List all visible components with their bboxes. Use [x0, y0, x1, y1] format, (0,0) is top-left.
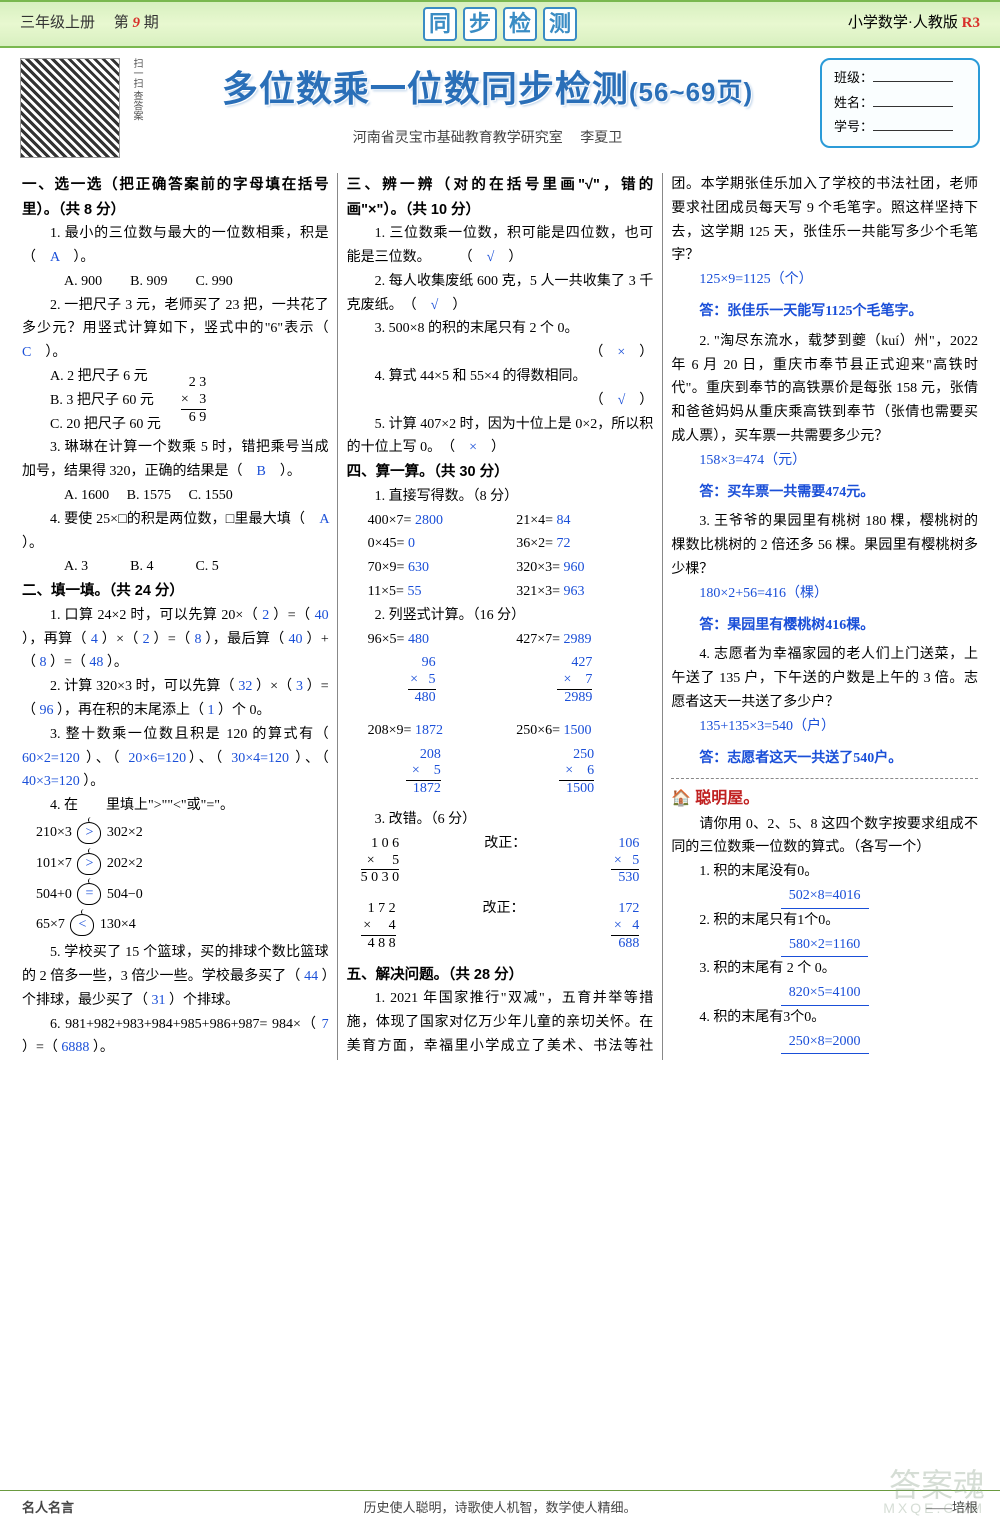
s5-a1-calc: 125×9=1125（个）	[671, 268, 978, 292]
s1-q1: 1. 最小的三位数与最大的一位数相乘，积是（ A ）。	[22, 222, 329, 270]
s3-q4: 4. 算式 44×5 和 55×4 的得数相同。（ √ ）	[347, 365, 654, 413]
s5-a2-calc: 158×3=474（元）	[671, 449, 978, 473]
s5-a4: 答：志愿者这天一共送了540户。	[671, 747, 978, 771]
footer-right: ——培根	[778, 1497, 978, 1519]
issue-number: 9	[133, 15, 141, 31]
smart-q1: 1. 积的末尾没有0。	[671, 860, 978, 884]
edition-code: R3	[962, 15, 980, 31]
info-id: 学号：	[834, 115, 966, 140]
s3-q3: 3. 500×8 的积的末尾只有 2 个 0。（ × ）	[347, 317, 654, 365]
s5-a2: 答：买车票一共需要474元。	[671, 481, 978, 505]
s3-q5: 5. 计算 407×2 时，因为十位上是 0×2，所以积的十位上写 0。 （ ×…	[347, 413, 654, 461]
s1-q4: 4. 要使 25×□的积是两位数，□里最大填（ A ）。	[22, 508, 329, 556]
s4-v1-calcs: 96× 5 480 427× 7 2989	[347, 651, 654, 710]
s4-err1: 1 0 6× 55 0 3 0 改正： 106× 5 530	[347, 832, 654, 891]
s5-a4-calc: 135+135×3=540（户）	[671, 715, 978, 739]
s2-q4-compares: 210×3 > 302×2 101×7 > 202×2 504+0 = 504−…	[22, 818, 329, 941]
qr-code	[20, 58, 120, 158]
grade-label: 三年级上册	[20, 15, 95, 31]
s1-q4-opts: A. 3 B. 4 C. 5	[22, 555, 329, 579]
s4-p1: 1. 直接写得数。（8 分）	[347, 485, 654, 509]
s1-q3-opts: A. 1600 B. 1575 C. 1550	[22, 484, 329, 508]
title-area: 扫一扫 查答案 多位数乘一位数同步检测(56~69页) 河南省灵宝市基础教育教学…	[0, 48, 1000, 163]
issue-prefix: 第	[114, 15, 129, 31]
s1-q2-vertcalc: 2 3 × 3 6 9	[181, 375, 206, 426]
s2-q6: 6. 981+982+983+984+985+986+987= 984×（ 7 …	[22, 1013, 329, 1061]
smart-box: 聪明屋。 请你用 0、2、5、8 这四个数字按要求组成不同的三位数乘一位数的算式…	[671, 778, 978, 1054]
s1-q3: 3. 琳琳在计算一个数乘 5 时，错把乘号当成加号，结果得 320，正确的结果是…	[22, 436, 329, 484]
qr-label: 扫一扫 查答案	[128, 58, 145, 121]
s4-v2-eq: 208×9= 1872250×6= 1500	[347, 719, 654, 743]
s2-q2: 2. 计算 320×3 时，可以先算（ 32 ）×（ 3 ）=（ 96 ），再在…	[22, 675, 329, 723]
center-char-4: 测	[543, 7, 577, 41]
s3-q1: 1. 三位数乘一位数，积可能是四位数，也可能是三位数。 （ √ ）	[347, 222, 654, 270]
page-title: 多位数乘一位数同步检测(56~69页)	[155, 58, 820, 119]
s4-err2: 1 7 2× 4 4 8 8 改正： 172× 4 688	[347, 891, 654, 956]
smart-q3: 3. 积的末尾有 2 个 0。	[671, 957, 978, 981]
center-char-3: 检	[503, 7, 537, 41]
smart-q2: 2. 积的末尾只有1个0。	[671, 909, 978, 933]
s5-a1: 答：张佳乐一天能写1125个毛笔字。	[671, 300, 978, 324]
section-5-head: 五、解决问题。（共 28 分）	[347, 963, 654, 988]
s5-q2: 2. "淘尽东流水，载梦到夔（kuí）州"，2022 年 6 月 20 日，重庆…	[671, 330, 978, 449]
footer-center: 历史使人聪明，诗歌使人机智，数学使人精细。	[222, 1497, 778, 1519]
s3-q2: 2. 每人收集废纸 600 克，5 人一共收集了 3 千克废纸。 （ √ ）	[347, 270, 654, 318]
s2-q4: 4. 在 里填上">""<"或"="。	[22, 794, 329, 818]
section-1-head: 一、选一选（把正确答案前的字母填在括号里）。（共 8 分）	[22, 173, 329, 222]
subject-label: 小学数学·人教版	[848, 15, 958, 31]
main-title-block: 多位数乘一位数同步检测(56~69页) 河南省灵宝市基础教育教学研究室 李夏卫	[155, 58, 820, 151]
authors: 河南省灵宝市基础教育教学研究室 李夏卫	[155, 127, 820, 151]
s1-q2: 2. 一把尺子 3 元，老师买了 23 把，一共花了多少元？用竖式计算如下，竖式…	[22, 294, 329, 365]
info-class: 班级：	[834, 66, 966, 91]
footer-left: 名人名言	[22, 1497, 222, 1519]
footer: 名人名言 历史使人聪明，诗歌使人机智，数学使人精细。 ——培根	[0, 1490, 1000, 1525]
s4-p2: 2. 列竖式计算。（16 分）	[347, 604, 654, 628]
s1-q1-opts: A. 900 B. 909 C. 990	[22, 270, 329, 294]
student-info-box: 班级： 姓名： 学号：	[820, 58, 980, 148]
banner-center-boxes: 同 步 检 测	[423, 7, 577, 41]
s5-q3: 3. 王爷爷的果园里有桃树 180 棵，樱桃树的棵数比桃树的 2 倍还多 56 …	[671, 510, 978, 581]
content-columns: 一、选一选（把正确答案前的字母填在括号里）。（共 8 分） 1. 最小的三位数与…	[0, 163, 1000, 1070]
s2-q5: 5. 学校买了 15 个篮球，买的排球个数比篮球的 2 倍多一些，3 倍少一些。…	[22, 941, 329, 1012]
section-4-head: 四、算一算。（共 30 分）	[347, 460, 654, 485]
s4-v1-eq: 96×5= 480427×7= 2989	[347, 628, 654, 652]
s4-direct-calcs: 400×7= 280021×4= 84 0×45= 036×2= 72 70×9…	[347, 509, 654, 604]
info-name: 姓名：	[834, 91, 966, 116]
top-banner: 三年级上册 第 9 期 同 步 检 测 小学数学·人教版 R3	[0, 0, 1000, 48]
smart-intro: 请你用 0、2、5、8 这四个数字按要求组成不同的三位数乘一位数的算式。（各写一…	[671, 813, 978, 861]
s5-a3-calc: 180×2+56=416（棵）	[671, 582, 978, 606]
s4-v2-calcs: 208× 5 1872 250× 6 1500	[347, 743, 654, 802]
banner-right: 小学数学·人教版 R3	[848, 11, 980, 37]
banner-left: 三年级上册 第 9 期	[20, 11, 159, 37]
center-char-1: 同	[423, 7, 457, 41]
smart-q4: 4. 积的末尾有3个0。	[671, 1006, 978, 1030]
s2-q1: 1. 口算 24×2 时，可以先算 20×（ 2 ）=（ 40 ），再算（ 4 …	[22, 604, 329, 675]
s5-q4: 4. 志愿者为幸福家园的老人们上门送菜，上午送了 135 户，下午送的户数是上午…	[671, 643, 978, 714]
s5-a3: 答：果园里有樱桃树416棵。	[671, 614, 978, 638]
issue-suffix: 期	[144, 15, 159, 31]
section-2-head: 二、填一填。（共 24 分）	[22, 579, 329, 604]
s2-q3: 3. 整十数乘一位数且积是 120 的算式有（ 60×2=120 ）、（ 20×…	[22, 723, 329, 794]
smart-head: 聪明屋。	[671, 785, 978, 812]
s4-p3: 3. 改错。（6 分）	[347, 808, 654, 832]
section-3-head: 三、辨一辨（对的在括号里画"√"，错的画"×"）。（共 10 分）	[347, 173, 654, 222]
s1-q2-opts-calc: A. 2 把尺子 6 元 B. 3 把尺子 60 元 C. 20 把尺子 60 …	[22, 365, 329, 436]
center-char-2: 步	[463, 7, 497, 41]
